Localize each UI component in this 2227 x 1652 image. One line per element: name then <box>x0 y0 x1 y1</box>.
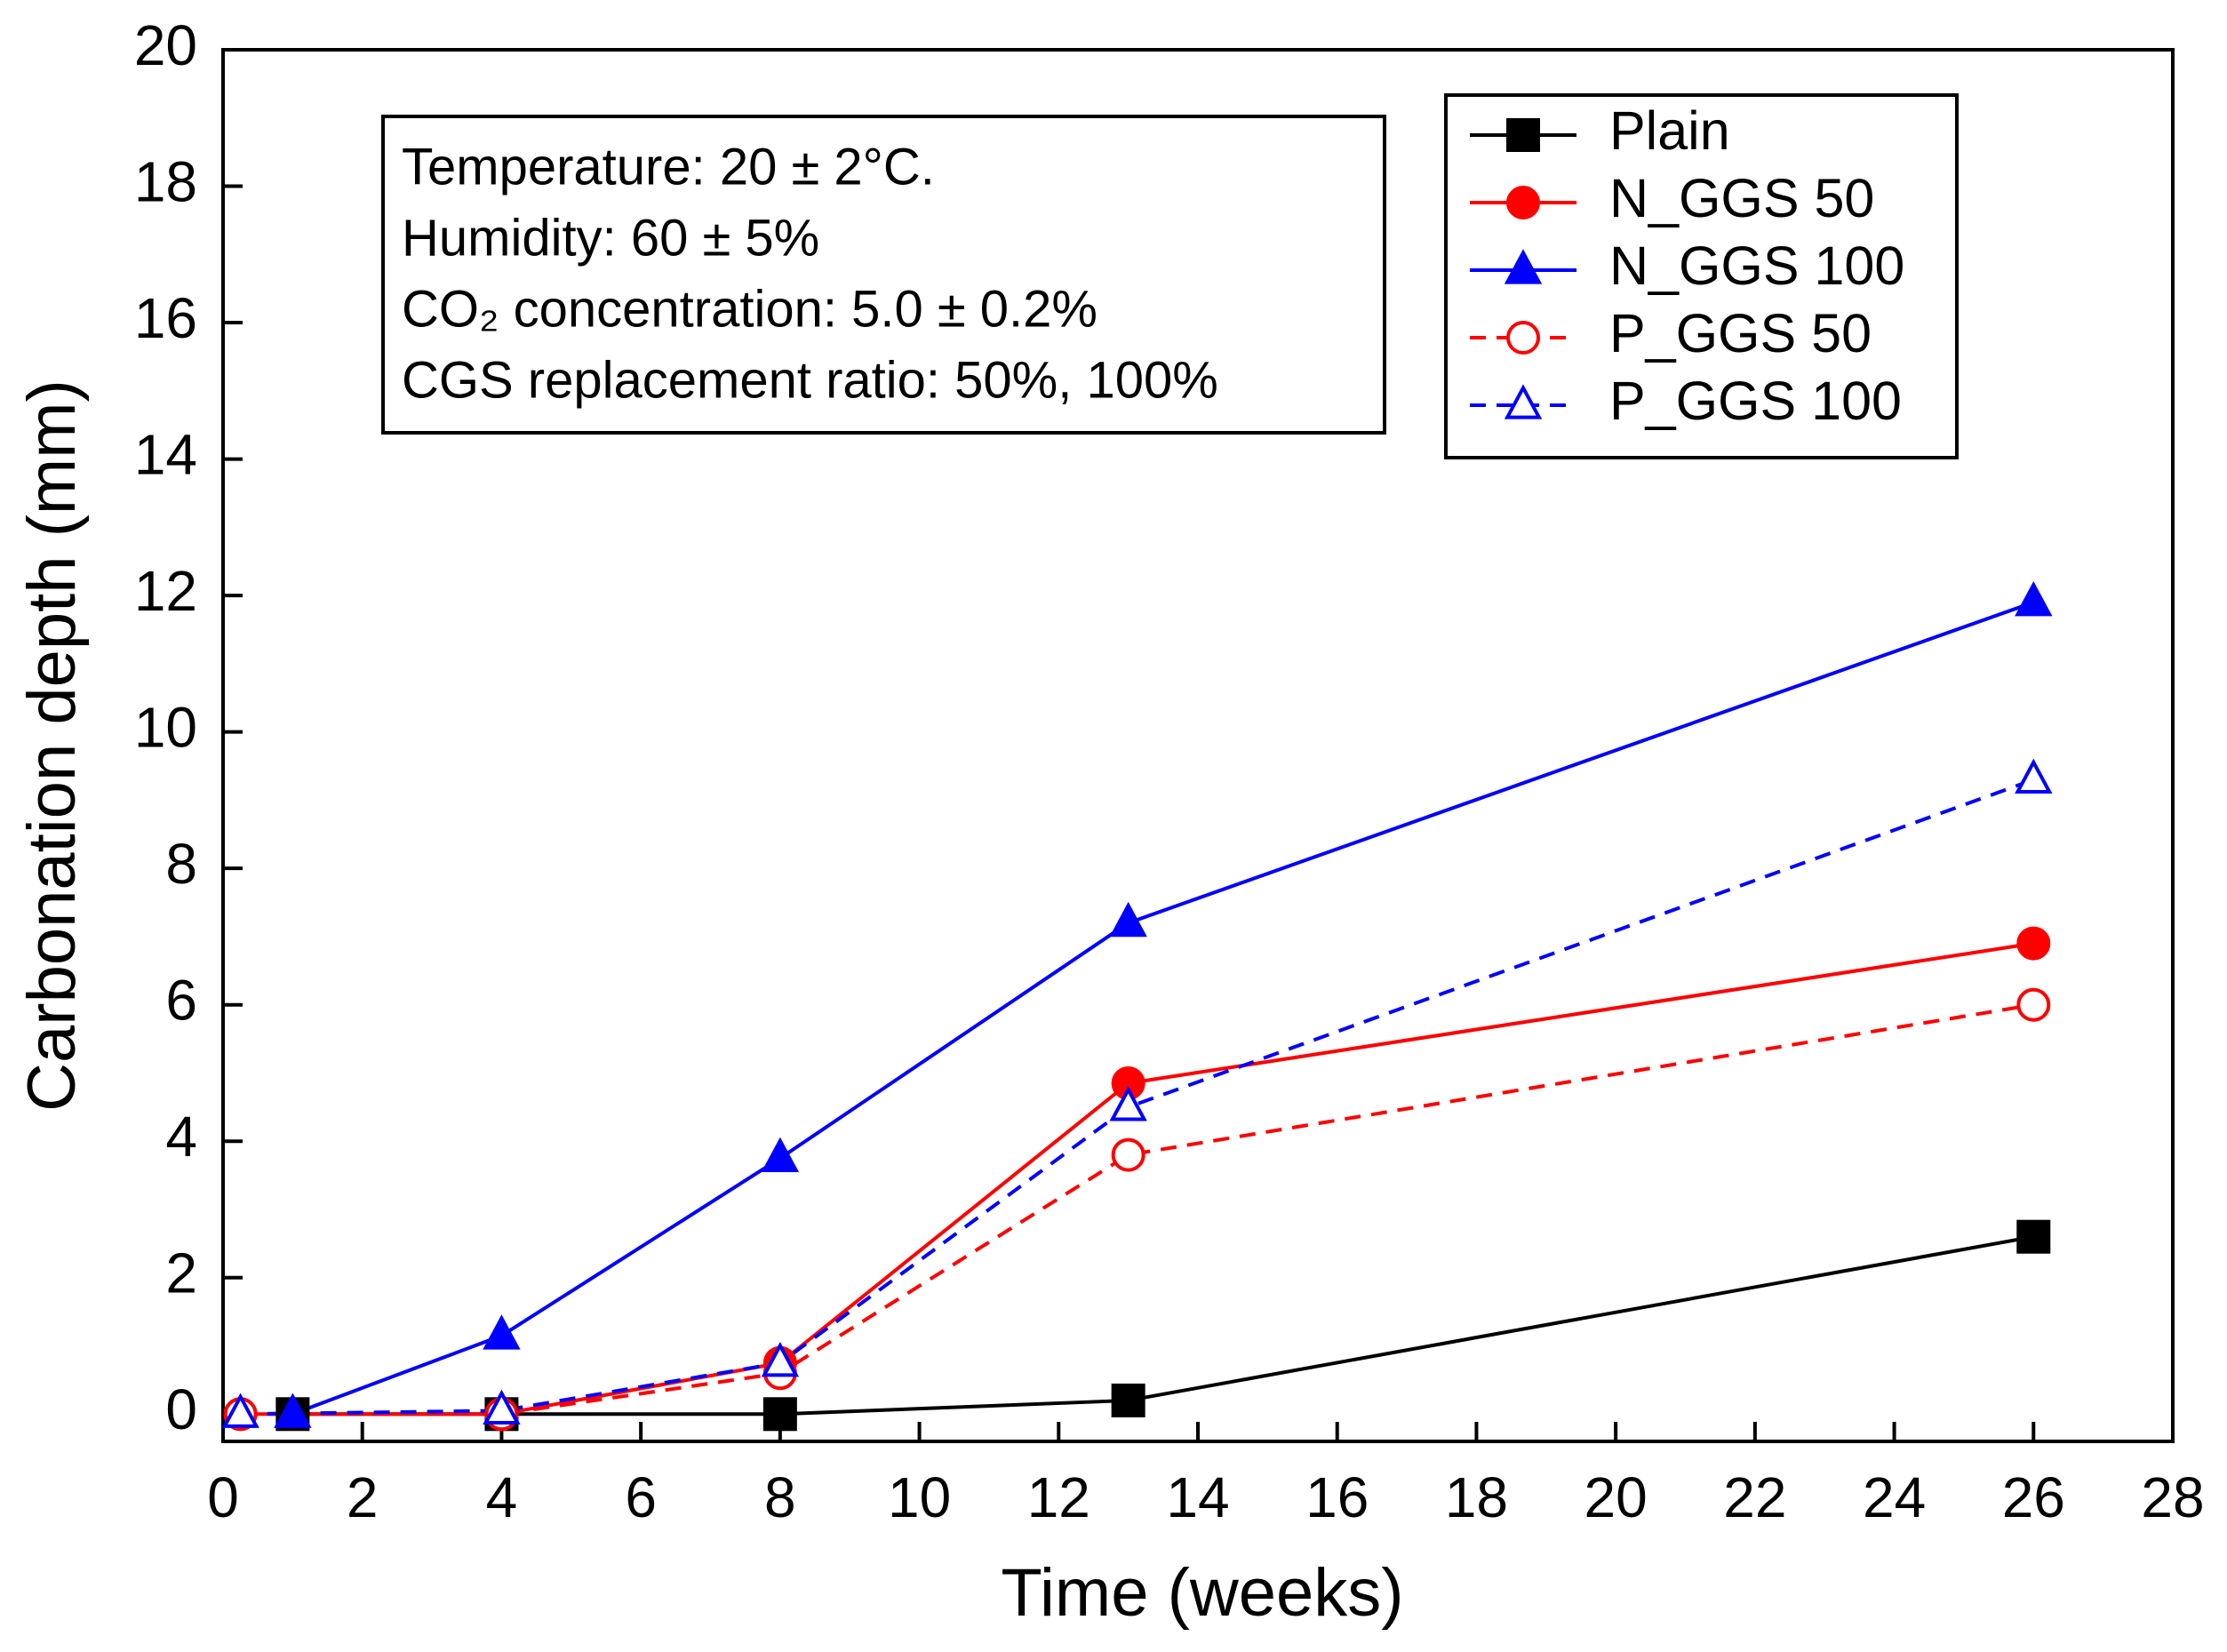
marker <box>2015 758 2053 794</box>
legend-label: Plain <box>1609 100 1730 161</box>
y-tick-label: 16 <box>134 286 197 350</box>
y-tick-label: 6 <box>165 969 197 1033</box>
marker <box>761 1137 800 1173</box>
x-tick-label: 4 <box>486 1465 518 1529</box>
series-line <box>292 1234 2034 1417</box>
x-tick-label: 28 <box>2141 1465 2204 1529</box>
x-tick-label: 18 <box>1445 1465 1508 1529</box>
marker <box>2015 581 2053 617</box>
marker <box>2016 987 2051 1022</box>
x-tick-label: 12 <box>1027 1465 1090 1529</box>
marker <box>762 1397 797 1432</box>
marker <box>1506 186 1540 219</box>
y-tick-label: 4 <box>165 1105 197 1169</box>
annotation: CO₂ concentration: 5.0 ± 0.2% <box>402 280 1098 338</box>
y-tick-label: 8 <box>165 832 197 896</box>
x-tick-label: 0 <box>207 1465 239 1529</box>
x-tick-label: 10 <box>888 1465 951 1529</box>
marker <box>1111 1137 1145 1172</box>
series-line <box>291 600 2034 1417</box>
y-tick-label: 14 <box>134 422 197 486</box>
y-tick-label: 18 <box>134 149 197 213</box>
y-axis-title: Carbonation depth (mm) <box>14 379 90 1112</box>
plot-frame <box>221 48 2175 1443</box>
y-tick-label: 2 <box>165 1241 197 1305</box>
marker <box>483 1314 521 1350</box>
marker <box>1109 1086 1147 1121</box>
marker <box>1506 118 1540 152</box>
annotation: Temperature: 20 ± 2°C. <box>402 138 935 196</box>
x-tick-label: 14 <box>1166 1465 1229 1529</box>
y-tick-label: 10 <box>134 696 197 760</box>
legend-label: P_GGS 100 <box>1609 371 1902 431</box>
marker <box>2016 1219 2051 1254</box>
x-tick-label: 26 <box>2002 1465 2065 1529</box>
y-tick-label: 0 <box>165 1377 197 1441</box>
series-line <box>240 1002 2034 1417</box>
x-tick-label: 20 <box>1584 1465 1648 1529</box>
marker <box>1109 901 1147 938</box>
x-tick-label: 8 <box>764 1465 796 1529</box>
y-tick-label: 12 <box>134 559 197 623</box>
x-tick-label: 24 <box>1863 1465 1926 1529</box>
marker <box>1504 384 1543 419</box>
legend-label: P_GGS 50 <box>1609 303 1872 363</box>
x-axis-title: Time (weeks) <box>1001 1555 1403 1631</box>
x-tick-label: 2 <box>347 1465 379 1529</box>
x-tick-label: 22 <box>1723 1465 1786 1529</box>
marker <box>1504 249 1543 284</box>
marker <box>483 1389 521 1425</box>
marker <box>221 1393 259 1428</box>
x-tick-label: 16 <box>1305 1465 1369 1529</box>
annotation: Humidity: 60 ± 5% <box>402 209 819 267</box>
x-tick-label: 6 <box>625 1465 657 1529</box>
marker <box>274 1393 312 1428</box>
annotation-box <box>381 115 1386 435</box>
marker <box>761 1341 800 1377</box>
y-tick-label: 20 <box>134 13 197 77</box>
legend-label: N_GGS 50 <box>1609 168 1874 228</box>
annotation: CGS replacement ratio: 50%, 100% <box>402 351 1218 409</box>
legend-label: N_GGS 100 <box>1609 235 1904 296</box>
marker <box>1111 1383 1145 1417</box>
marker <box>1506 321 1540 355</box>
marker <box>2016 926 2051 961</box>
